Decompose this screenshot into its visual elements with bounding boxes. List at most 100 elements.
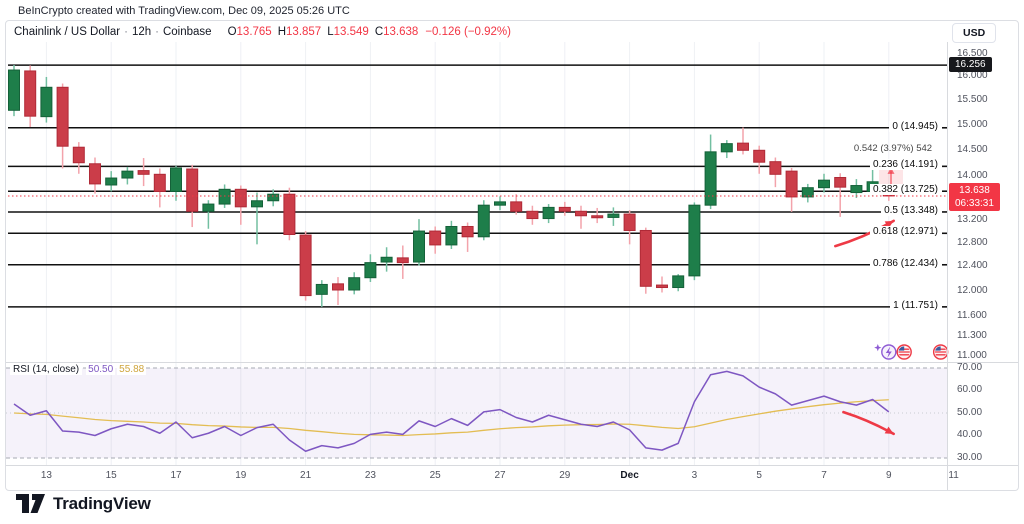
price-tick-label: 12.000 [957,284,988,296]
candle-up [607,213,620,218]
candle-up [477,204,490,238]
price-tick-label: 14.000 [957,169,988,181]
rsi-value: 50.50 [86,364,116,375]
rsi-tick-label: 60.00 [957,384,983,395]
sparkle-icon [874,344,882,352]
fib-level-label: 0.236 (14.191) [869,159,941,171]
symbol-name[interactable]: Chainlink / US Dollar [14,26,121,38]
price-range-measure-label: 0.542 (3.97%) 542 [853,143,933,155]
candle-down [461,225,474,238]
candle-up [720,143,733,153]
price-tick-label: 15.000 [957,118,988,130]
candle-down [137,170,150,175]
rsi-ma-value: 55.88 [117,364,147,375]
time-tick-label: 13 [40,470,52,481]
time-tick-label: Dec [620,470,639,481]
rsi-tick-label: 70.00 [957,361,983,373]
candle-down [769,161,782,175]
trend-arrow-head [884,426,894,434]
candle-up [850,185,863,194]
candle-up [348,277,361,291]
candle-down [558,206,571,212]
candle-up [315,283,328,295]
currency-toggle-button[interactable]: USD [952,23,997,43]
time-tick-label: 25 [429,470,441,481]
candle-up [494,201,506,206]
candle-down [186,168,199,212]
time-tick-label: 23 [364,470,376,481]
rsi-band [6,368,947,458]
rsi-tick-label: 30.00 [957,451,983,463]
time-tick-label: 29 [559,470,571,481]
time-tick-label: 7 [821,470,827,481]
time-tick-label: 11 [948,470,959,481]
bar-countdown: 06:33:31 [955,197,994,209]
chart-frame [5,20,1019,491]
candle-up [218,188,231,205]
last-price-value: 13.638 [959,184,990,196]
us-flag-glyph [898,346,910,356]
time-tick-label: 15 [105,470,117,481]
candle-down [639,229,652,287]
separator-dot: · [124,26,128,38]
candle-down [332,283,344,291]
lightning-bolt-glyph [885,346,892,358]
rsi-line [13,370,890,452]
us-flag-glyph [935,346,947,356]
candle-down [283,193,296,235]
candle-up [121,170,134,179]
candle-up [8,69,20,111]
price-range-arrow-head [887,167,895,174]
rsi-tick-label: 50.00 [957,406,983,418]
candle-down [575,210,587,217]
price-tick-label: 11.000 [957,349,987,361]
candle-up [445,225,458,246]
candle-down [429,230,442,246]
candle-up [704,151,717,206]
candle-up [542,206,555,220]
candle-up [672,275,685,289]
rsi-legend: RSI (14, close) 50.50 55.88 [10,364,147,375]
fib-level-label: 0.618 (12.971) [869,226,941,238]
time-tick-label: 3 [691,470,698,481]
candle-down [623,213,636,231]
candle-up [40,86,53,118]
candle-down [591,215,604,219]
price-tick-label: 16.500 [957,47,988,59]
interval-label[interactable]: 12h [131,26,152,38]
change-value: −0.126 (−0.92%) [425,26,511,38]
time-tick-label: 17 [170,470,182,481]
price-tick-label: 16.000 [957,70,988,82]
time-tick-label: 9 [886,470,892,481]
candle-up [380,256,393,263]
watermark-attribution: BeInCrypto created with TradingView.com,… [18,5,350,17]
candle-up [267,193,280,202]
candle-up [688,204,701,277]
candle-down [656,284,668,289]
tradingview-attribution-link[interactable]: TradingView [16,494,151,514]
candle-down [753,149,766,163]
candle-down [396,257,409,264]
price-tick-label: 14.500 [957,143,988,155]
candle-up [801,187,814,198]
time-tick-label: 27 [494,470,506,481]
close-value: 13.638 [383,26,419,38]
time-tick-label: 19 [235,470,247,481]
candle-down [526,210,539,220]
tradingview-logo-text: TradingView [53,494,151,513]
open-value: 13.765 [236,26,272,38]
candle-up [364,262,377,279]
last-price-badge: 13.638 06:33:31 [949,182,1000,211]
fib-level-label: 0.382 (13.725) [869,184,941,196]
trend-arrow-head [884,220,894,229]
rsi-title[interactable]: RSI (14, close) [10,364,83,375]
candle-down [510,201,523,212]
candle-down [737,142,749,151]
candle-down [785,170,798,198]
candle-up [251,200,263,208]
open-label: O [227,26,237,38]
candle-up [202,203,215,212]
high-value: 13.857 [286,26,322,38]
candle-up [413,230,425,263]
